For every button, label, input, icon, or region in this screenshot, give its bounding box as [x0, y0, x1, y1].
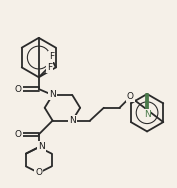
Text: N: N — [49, 90, 56, 99]
Text: O: O — [15, 85, 22, 94]
Text: O: O — [127, 92, 134, 102]
Text: N: N — [144, 110, 150, 119]
Text: O: O — [35, 168, 42, 177]
Text: F: F — [49, 52, 55, 61]
Text: N: N — [69, 116, 76, 125]
Text: N: N — [38, 142, 45, 151]
Text: F: F — [47, 63, 52, 72]
Text: O: O — [15, 130, 22, 139]
